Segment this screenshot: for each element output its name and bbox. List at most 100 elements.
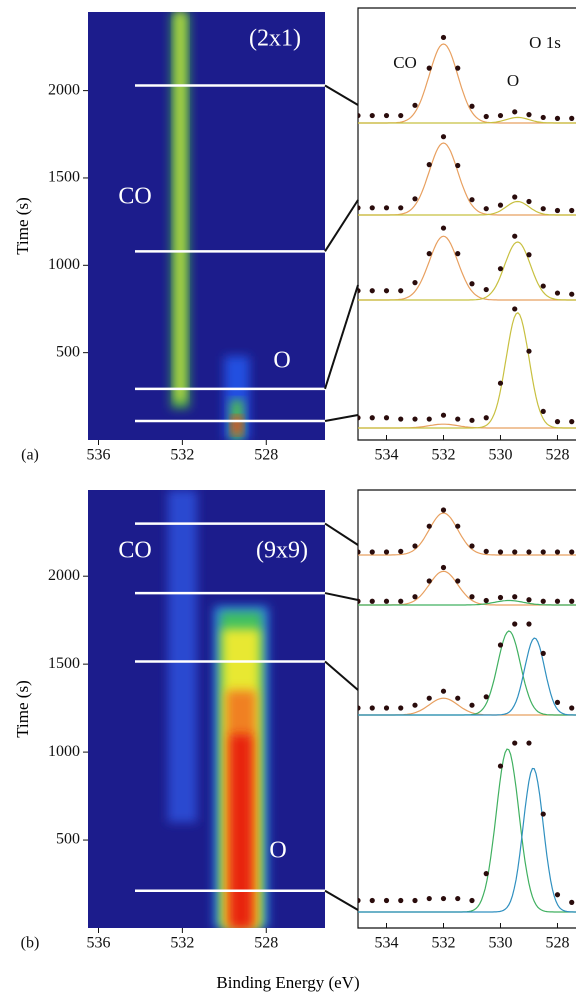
data-point <box>398 548 404 555</box>
data-point <box>512 549 518 555</box>
fit-component <box>358 697 576 716</box>
data-point <box>512 109 518 115</box>
y-tick-label: 500 <box>56 831 80 848</box>
x-tick-label: 528 <box>254 447 278 464</box>
data-point <box>554 115 561 121</box>
x-tick-label: 528 <box>545 447 569 464</box>
fit-component <box>358 116 576 124</box>
fit-component <box>358 241 576 301</box>
data-point <box>383 897 390 904</box>
data-point <box>569 549 575 555</box>
data-point <box>512 594 518 600</box>
data-point <box>540 114 546 121</box>
x-tick-label: 528 <box>545 935 569 952</box>
data-point <box>383 705 390 711</box>
data-point <box>398 416 404 422</box>
connector <box>324 414 359 422</box>
data-point <box>426 162 432 168</box>
fit-component <box>358 142 576 216</box>
y-tick-label: 2000 <box>48 81 80 98</box>
data-point <box>412 196 418 202</box>
annotation: O <box>273 348 290 374</box>
data-point <box>526 621 532 627</box>
data-point <box>554 699 561 706</box>
data-point <box>369 288 375 294</box>
x-tick-label: 532 <box>170 447 194 464</box>
connector <box>324 84 359 106</box>
data-point <box>554 598 561 604</box>
data-point <box>512 233 518 239</box>
data-point <box>398 705 404 711</box>
data-point <box>398 205 404 211</box>
fit-component <box>358 637 576 716</box>
x-tick-label: 530 <box>488 935 512 952</box>
spectra <box>358 507 576 913</box>
annotation: O <box>507 71 519 90</box>
x-tick-label: 534 <box>374 447 398 464</box>
y-axis-label: Time (s) <box>13 680 32 737</box>
data-point <box>540 206 546 212</box>
data-point <box>440 688 447 694</box>
data-point <box>455 523 461 529</box>
panel-label: (a) <box>21 447 39 464</box>
data-point <box>469 197 475 203</box>
data-point <box>569 705 575 711</box>
data-point <box>369 598 375 604</box>
connector <box>324 592 359 601</box>
data-point <box>412 543 418 549</box>
data-point <box>358 288 361 294</box>
annotation: (9x9) <box>256 538 308 564</box>
data-point <box>455 65 461 71</box>
fit-component <box>358 200 576 216</box>
data-point <box>483 694 489 700</box>
data-point <box>426 416 432 422</box>
x-tick-label: 532 <box>431 935 455 952</box>
data-point <box>554 207 561 214</box>
data-point <box>512 194 518 200</box>
data-point <box>554 419 561 425</box>
y-tick-label: 500 <box>56 343 80 360</box>
data-point <box>426 695 432 701</box>
annotation: (2x1) <box>249 26 301 52</box>
fit-component <box>358 312 576 429</box>
frame <box>357 7 576 441</box>
data-point <box>526 348 532 354</box>
data-point <box>369 112 375 119</box>
spectra <box>358 34 576 429</box>
data-point <box>426 251 432 257</box>
data-point <box>497 549 504 555</box>
data-point <box>383 112 390 119</box>
data-point <box>526 549 532 555</box>
heatmap-band <box>167 490 198 823</box>
fit-component <box>358 43 576 124</box>
heatmap-band <box>175 12 186 402</box>
data-point <box>398 288 404 294</box>
data-point <box>469 281 475 287</box>
data-point <box>469 417 475 423</box>
data-point <box>398 112 404 119</box>
data-point <box>398 598 404 604</box>
data-point <box>455 162 461 169</box>
connector <box>324 199 359 252</box>
x-tick-label: 530 <box>488 447 512 464</box>
heatmap-band <box>230 734 252 928</box>
data-point <box>455 251 461 257</box>
data-point <box>469 897 475 904</box>
data-point <box>440 507 447 513</box>
data-point <box>383 288 390 294</box>
connector <box>324 889 359 911</box>
data-point <box>412 897 418 904</box>
connector <box>324 660 359 691</box>
data-point <box>440 895 447 902</box>
data-point <box>383 415 390 421</box>
data-point <box>469 543 475 549</box>
data-point <box>426 578 432 584</box>
data-point <box>497 202 504 208</box>
data-point <box>512 740 518 746</box>
data-point <box>497 266 504 272</box>
data-point <box>358 549 361 555</box>
x-tick-label: 528 <box>254 935 278 952</box>
data-point <box>426 65 432 71</box>
data-point <box>497 594 504 601</box>
data-point <box>569 419 575 425</box>
